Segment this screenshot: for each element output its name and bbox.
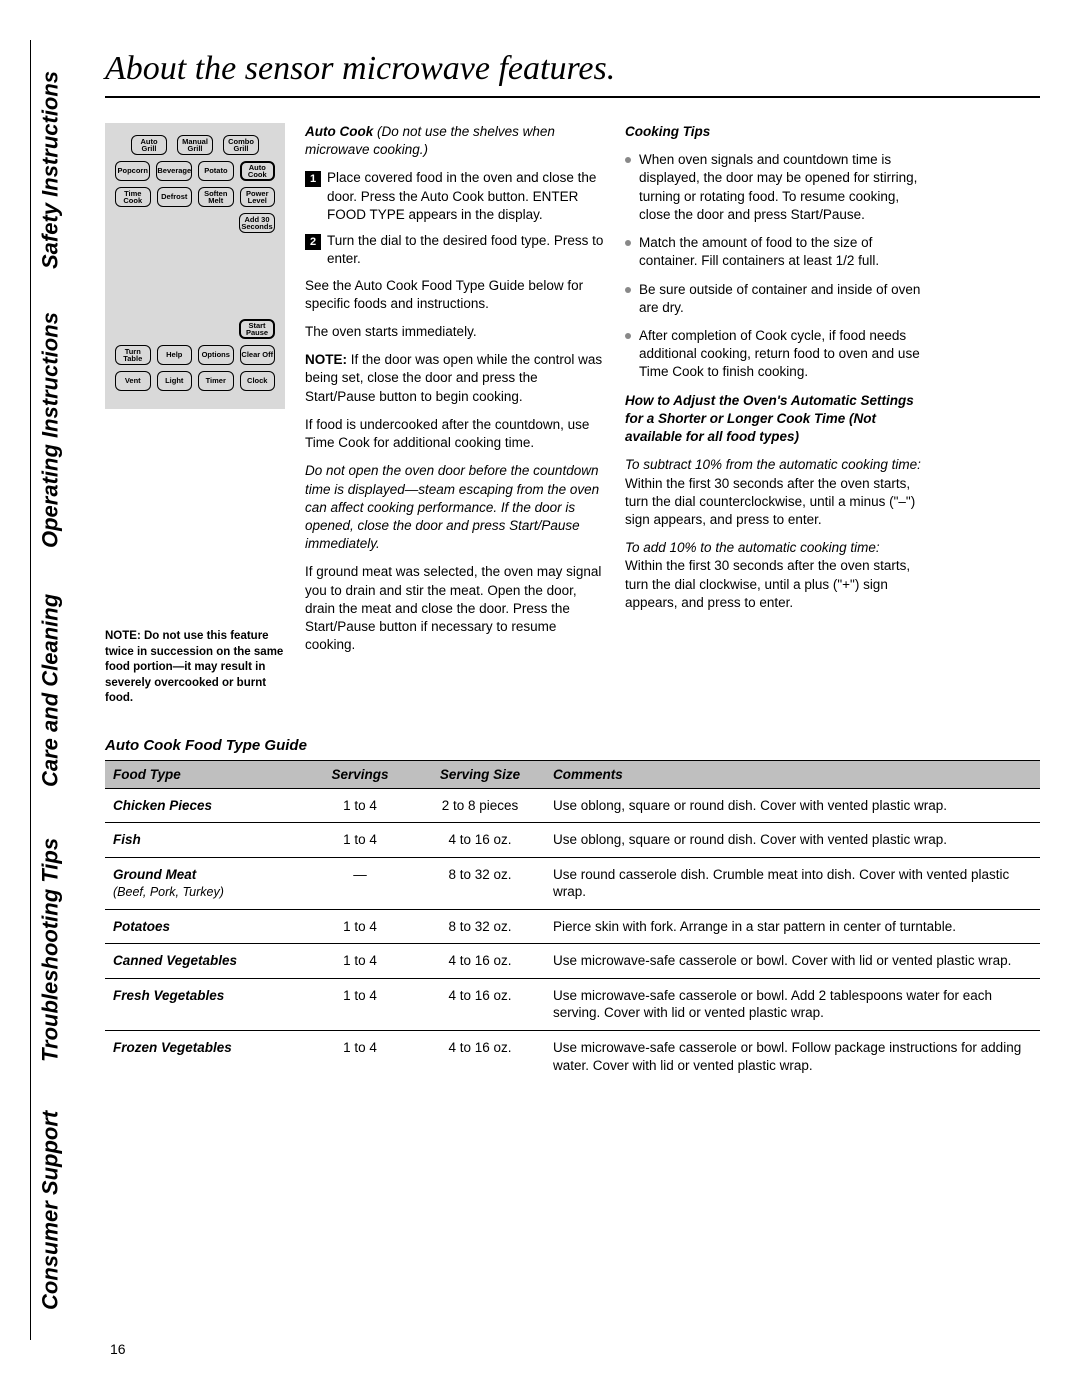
th-serving-size: Serving Size (415, 760, 545, 788)
table-header-row: Food Type Servings Serving Size Comments (105, 760, 1040, 788)
cell-comments: Use round casserole dish. Crumble meat i… (545, 857, 1040, 909)
panel-warning-note: NOTE: Do not use this feature twice in s… (105, 629, 285, 707)
cell-size: 2 to 8 pieces (415, 788, 545, 823)
cell-food-type: Frozen Vegetables (105, 1030, 305, 1082)
table-row: Frozen Vegetables1 to 44 to 16 oz.Use mi… (105, 1030, 1040, 1082)
keypad-btn: Potato (198, 161, 233, 181)
tab-support[interactable]: Consumer Support (30, 1080, 70, 1340)
instructions-column: Auto Cook (Do not use the shelves when m… (305, 123, 605, 707)
tips-column: Cooking Tips When oven signals and count… (625, 123, 925, 707)
table-row: Fish1 to 44 to 16 oz.Use oblong, square … (105, 823, 1040, 858)
cell-size: 8 to 32 oz. (415, 857, 545, 909)
cell-size: 4 to 16 oz. (415, 978, 545, 1030)
para-undercooked: If food is undercooked after the countdo… (305, 416, 605, 452)
keypad-btn: Combo Grill (223, 135, 259, 155)
table-row: Ground Meat(Beef, Pork, Turkey)—8 to 32 … (105, 857, 1040, 909)
tab-operating[interactable]: Operating Instructions (30, 300, 70, 560)
cell-food-type: Potatoes (105, 909, 305, 944)
note-label: NOTE: (305, 352, 347, 367)
cell-comments: Use microwave-safe casserole or bowl. Co… (545, 944, 1040, 979)
keypad-btn: Clear Off (240, 345, 276, 365)
step-2-icon: 2 (305, 234, 321, 250)
keypad-btn-start: Start Pause (239, 319, 275, 339)
keypad-btn: Options (198, 345, 234, 365)
keypad-btn: Vent (115, 371, 151, 391)
keypad-btn: Clock (240, 371, 276, 391)
para-guide-ref: See the Auto Cook Food Type Guide below … (305, 277, 605, 313)
keypad-btn: Time Cook (115, 187, 151, 207)
control-panel-diagram: Auto Grill Manual Grill Combo Grill Popc… (105, 123, 285, 409)
keypad-btn: Add 30 Seconds (239, 213, 275, 233)
para-dont-open: Do not open the oven door before the cou… (305, 462, 605, 553)
tip-4: After completion of Cook cycle, if food … (639, 327, 925, 382)
th-servings: Servings (305, 760, 415, 788)
th-comments: Comments (545, 760, 1040, 788)
cell-size: 8 to 32 oz. (415, 909, 545, 944)
side-nav-tabs: Safety Instructions Operating Instructio… (30, 40, 70, 1340)
page-number: 16 (110, 1341, 126, 1357)
cell-size: 4 to 16 oz. (415, 1030, 545, 1082)
cell-comments: Use oblong, square or round dish. Cover … (545, 788, 1040, 823)
guide-title: Auto Cook Food Type Guide (105, 737, 1040, 754)
cooking-tips-heading: Cooking Tips (625, 123, 925, 141)
tip-2: Match the amount of food to the size of … (639, 234, 925, 270)
step-2-text: Turn the dial to the desired food type. … (327, 232, 605, 268)
auto-cook-heading: Auto Cook (305, 124, 373, 139)
keypad-btn: Defrost (157, 187, 193, 207)
cell-food-type: Fresh Vegetables (105, 978, 305, 1030)
cooking-tips-list: When oven signals and countdown time is … (625, 151, 925, 381)
cell-comments: Use microwave-safe casserole or bowl. Ad… (545, 978, 1040, 1030)
subtract-label: To subtract 10% from the automatic cooki… (625, 457, 921, 472)
page-title: About the sensor microwave features. (105, 50, 1040, 98)
table-row: Potatoes1 to 48 to 32 oz.Pierce skin wit… (105, 909, 1040, 944)
tab-troubleshooting[interactable]: Troubleshooting Tips (30, 820, 70, 1080)
table-blank-row (105, 1082, 1040, 1108)
table-row: Fresh Vegetables1 to 44 to 16 oz.Use mic… (105, 978, 1040, 1030)
note-body: If the door was open while the control w… (305, 352, 602, 403)
keypad-btn-autocook: Auto Cook (240, 161, 275, 181)
keypad-btn: Power Level (240, 187, 276, 207)
para-starts: The oven starts immediately. (305, 323, 605, 341)
cell-size: 4 to 16 oz. (415, 823, 545, 858)
keypad-btn: Manual Grill (177, 135, 213, 155)
keypad-btn: Soften Melt (198, 187, 234, 207)
subtract-body: Within the first 30 seconds after the ov… (625, 476, 915, 527)
add-body: Within the first 30 seconds after the ov… (625, 558, 910, 609)
step-1-icon: 1 (305, 171, 321, 187)
cell-food-type: Ground Meat(Beef, Pork, Turkey) (105, 857, 305, 909)
tip-3: Be sure outside of container and inside … (639, 281, 925, 317)
keypad-btn: Beverage (156, 161, 192, 181)
keypad-btn: Popcorn (115, 161, 150, 181)
cell-comments: Use oblong, square or round dish. Cover … (545, 823, 1040, 858)
tip-1: When oven signals and countdown time is … (639, 151, 925, 224)
keypad-btn: Turn Table (115, 345, 151, 365)
cell-servings: 1 to 4 (305, 788, 415, 823)
food-type-guide-table: Food Type Servings Serving Size Comments… (105, 760, 1040, 1108)
cell-comments: Use microwave-safe casserole or bowl. Fo… (545, 1030, 1040, 1082)
cell-food-type: Fish (105, 823, 305, 858)
tab-care[interactable]: Care and Cleaning (30, 560, 70, 820)
cell-servings: 1 to 4 (305, 823, 415, 858)
keypad-btn: Auto Grill (131, 135, 167, 155)
tab-safety[interactable]: Safety Instructions (30, 40, 70, 300)
cell-size: 4 to 16 oz. (415, 944, 545, 979)
cell-food-type: Chicken Pieces (105, 788, 305, 823)
cell-food-type: Canned Vegetables (105, 944, 305, 979)
para-ground-meat: If ground meat was selected, the oven ma… (305, 563, 605, 654)
cell-servings: 1 to 4 (305, 978, 415, 1030)
add-label: To add 10% to the automatic cooking time… (625, 540, 880, 555)
cell-servings: 1 to 4 (305, 1030, 415, 1082)
step-1-text: Place covered food in the oven and close… (327, 169, 605, 224)
cell-servings: 1 to 4 (305, 944, 415, 979)
adjust-heading: How to Adjust the Oven's Automatic Setti… (625, 392, 925, 447)
cell-servings: 1 to 4 (305, 909, 415, 944)
cell-servings: — (305, 857, 415, 909)
cell-comments: Pierce skin with fork. Arrange in a star… (545, 909, 1040, 944)
table-row: Canned Vegetables1 to 44 to 16 oz.Use mi… (105, 944, 1040, 979)
keypad-btn: Timer (198, 371, 234, 391)
keypad-btn: Light (157, 371, 193, 391)
keypad-btn: Help (157, 345, 193, 365)
th-food-type: Food Type (105, 760, 305, 788)
table-row: Chicken Pieces1 to 42 to 8 piecesUse obl… (105, 788, 1040, 823)
